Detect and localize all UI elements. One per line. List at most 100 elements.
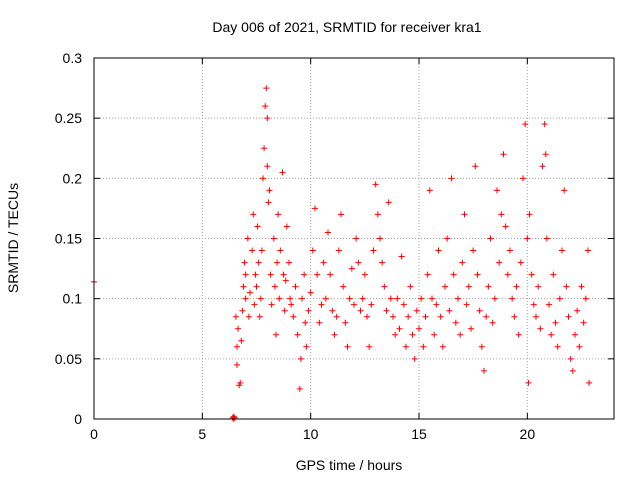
data-point [288, 301, 295, 308]
data-point [240, 283, 247, 290]
data-point [409, 331, 416, 338]
data-point [260, 175, 266, 182]
data-point [515, 331, 522, 338]
data-point [276, 295, 283, 302]
data-point [333, 313, 340, 320]
data-point [567, 355, 574, 362]
data-point [255, 259, 262, 266]
data-point [511, 313, 518, 320]
data-point [235, 325, 242, 332]
data-point [452, 319, 459, 326]
data-point [442, 283, 448, 290]
data-point [263, 85, 270, 92]
data-point [329, 307, 336, 314]
data-point [552, 319, 559, 326]
y-tick-label: 0.3 [63, 50, 83, 66]
data-point [238, 337, 245, 344]
y-tick-label: 0.2 [63, 170, 83, 186]
data-point [522, 121, 529, 128]
data-point [274, 259, 281, 266]
data-point [507, 247, 513, 254]
data-point [478, 343, 485, 350]
data-point [267, 271, 274, 278]
data-point [476, 307, 483, 314]
data-point [450, 271, 457, 278]
x-tick-label: 5 [198, 426, 206, 442]
data-point [418, 295, 425, 302]
data-point [559, 247, 565, 254]
data-point [283, 223, 290, 230]
data-point [485, 283, 492, 290]
data-point [325, 229, 331, 236]
data-point [252, 271, 259, 278]
data-point [344, 343, 351, 350]
data-point [561, 187, 568, 194]
data-point [241, 259, 248, 266]
data-point [435, 247, 442, 254]
data-point [348, 265, 355, 272]
data-point [390, 313, 396, 320]
data-point [416, 325, 422, 332]
data-point [463, 301, 470, 308]
data-point [361, 271, 368, 278]
data-point [383, 307, 390, 314]
data-point [294, 331, 301, 338]
data-point [465, 283, 472, 290]
data-point [411, 355, 418, 362]
data-point [231, 414, 238, 421]
data-point [385, 199, 392, 206]
chart-title: Day 006 of 2021, SRMTID for receiver kra… [212, 19, 481, 35]
data-point [528, 271, 535, 278]
data-point [394, 295, 401, 302]
data-point [483, 313, 490, 320]
data-point [407, 283, 414, 290]
data-point [468, 325, 474, 332]
data-point [302, 319, 309, 326]
data-point [494, 187, 500, 194]
data-point [271, 283, 278, 290]
data-point [448, 175, 455, 182]
data-point [297, 355, 304, 362]
data-point [433, 301, 440, 308]
data-point [314, 271, 321, 278]
data-point [234, 361, 240, 368]
data-point [368, 301, 375, 308]
data-point [282, 277, 289, 284]
data-point [280, 271, 287, 278]
y-tick-label: 0.1 [63, 291, 83, 307]
data-point [487, 235, 494, 242]
data-point [437, 313, 444, 320]
data-point [446, 307, 453, 314]
data-point [556, 295, 563, 302]
data-point [239, 307, 246, 314]
data-point [254, 223, 261, 230]
data-point [262, 103, 269, 110]
data-point [366, 343, 373, 350]
data-point [377, 235, 383, 242]
data-point [548, 331, 555, 338]
data-point [569, 367, 576, 374]
x-tick-label: 15 [411, 426, 427, 442]
data-point [400, 301, 407, 308]
data-point [305, 307, 312, 314]
data-point [543, 235, 550, 242]
data-point [381, 283, 388, 290]
data-point [253, 283, 260, 290]
data-point [392, 331, 399, 338]
data-point [498, 211, 505, 218]
data-point [251, 301, 258, 308]
data-point [424, 271, 431, 278]
data-point [346, 295, 353, 302]
data-point [264, 163, 271, 170]
data-point [250, 211, 257, 218]
data-point [420, 343, 427, 350]
data-point [264, 115, 271, 122]
data-point [370, 247, 377, 254]
data-point [461, 211, 468, 218]
data-point [296, 385, 303, 392]
data-point [586, 379, 593, 386]
data-point [268, 301, 275, 308]
data-point [335, 247, 342, 254]
